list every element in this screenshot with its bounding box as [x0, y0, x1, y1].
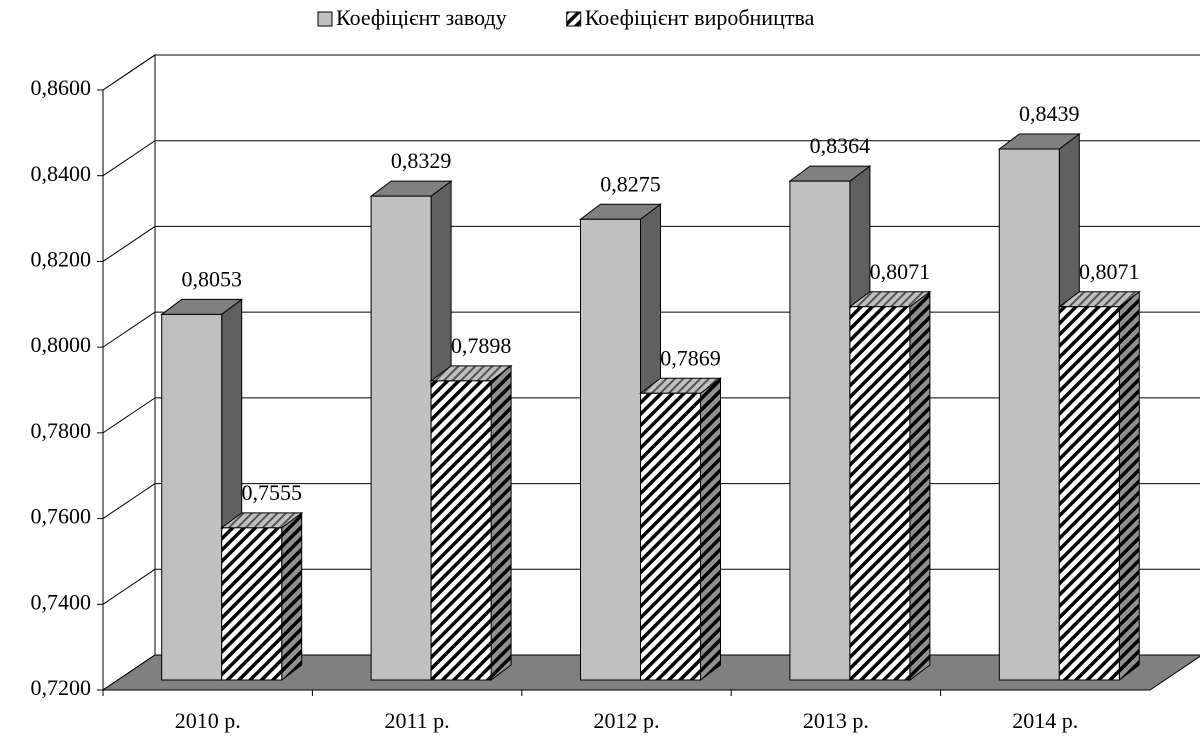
y-tick-label: 0,8600	[31, 75, 92, 100]
bar	[370, 195, 432, 681]
y-tick-label: 0,8200	[31, 246, 92, 271]
legend-label: Коефіцієнт виробництва	[585, 5, 815, 30]
x-tick-label: 2013 р.	[803, 708, 869, 733]
legend-swatch	[566, 11, 582, 27]
y-tick-label: 0,7400	[31, 589, 92, 614]
x-tick-label: 2014 р.	[1012, 708, 1078, 733]
bar	[1058, 306, 1120, 681]
grid-line-side	[102, 140, 156, 177]
bar-side	[281, 511, 303, 681]
y-tick-label: 0,8000	[31, 332, 92, 357]
bar-side	[1118, 290, 1140, 681]
grid-line-side	[102, 54, 156, 91]
grid-line-side	[102, 397, 156, 434]
value-label: 0,8439	[1019, 101, 1080, 126]
value-label: 0,8071	[870, 259, 931, 284]
bar	[789, 180, 851, 681]
y-tick-label: 0,7800	[31, 418, 92, 443]
side-wall	[102, 54, 156, 691]
value-label: 0,8071	[1079, 259, 1140, 284]
grid-line-side	[102, 226, 156, 262]
grid-line-side	[102, 311, 156, 348]
value-label: 0,8053	[181, 266, 242, 291]
x-tick-label: 2012 р.	[594, 708, 660, 733]
bar	[849, 306, 911, 681]
bar	[998, 148, 1060, 681]
grid-line-side	[102, 568, 156, 605]
bar-side	[490, 364, 512, 681]
bar-side	[909, 290, 931, 681]
grid-line-side	[102, 483, 156, 519]
value-label: 0,8364	[810, 133, 871, 158]
value-label: 0,7898	[451, 333, 512, 358]
value-label: 0,8329	[391, 148, 452, 173]
y-tick-label: 0,7600	[31, 504, 92, 529]
y-tick-label: 0,7200	[31, 675, 92, 700]
bar	[640, 392, 701, 681]
value-label: 0,7555	[241, 480, 302, 505]
bar	[221, 527, 283, 681]
value-label: 0,7869	[660, 345, 721, 370]
bar	[580, 218, 641, 681]
bar	[161, 313, 223, 681]
legend-label: Коефіцієнт заводу	[336, 5, 507, 30]
x-tick-label: 2010 р.	[175, 708, 241, 733]
x-tick-label: 2011 р.	[385, 708, 450, 733]
value-label: 0,8275	[600, 171, 661, 196]
legend-swatch	[317, 11, 333, 27]
bar-side	[700, 377, 721, 681]
y-tick-label: 0,8400	[31, 161, 92, 186]
bar	[430, 380, 492, 681]
